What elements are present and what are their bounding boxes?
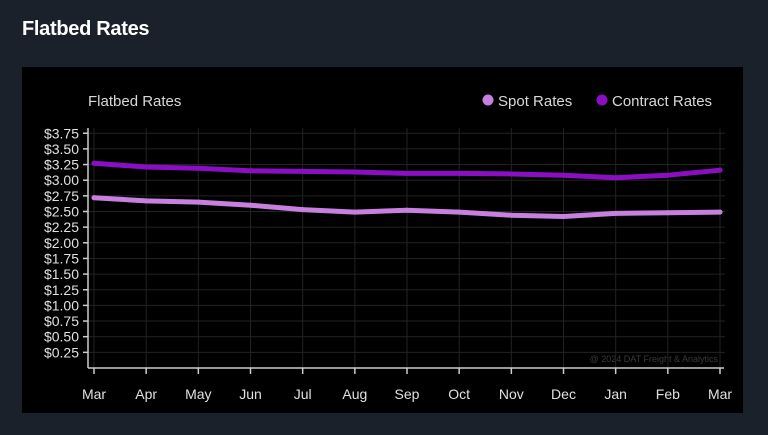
legend-marker-contract [596, 94, 608, 106]
x-tick-label: Jul [294, 386, 312, 402]
watermark: @ 2024 DAT Freight & Analytics [590, 354, 719, 364]
x-tick-label: Mar [708, 386, 732, 402]
spot-rates-point [456, 209, 462, 215]
page-title: Flatbed Rates [22, 18, 150, 40]
contract-rates-point [613, 175, 619, 181]
x-tick-label: Sep [395, 386, 420, 402]
contract-rates-point [717, 167, 723, 173]
y-tick-label: $3.50 [44, 141, 79, 157]
contract-rates-point [665, 172, 671, 178]
spot-rates-point [717, 209, 723, 215]
x-tick-label: Dec [551, 386, 576, 402]
contract-rates-point [561, 172, 566, 178]
spot-rates-point [300, 207, 306, 213]
legend-label-spot[interactable]: Spot Rates [498, 93, 572, 110]
y-tick-label: $2.50 [44, 204, 79, 220]
y-tick-label: $1.00 [44, 297, 79, 313]
y-tick-label: $1.75 [44, 250, 79, 266]
spot-rates-point [143, 198, 149, 204]
spot-rates-point [665, 210, 671, 216]
y-tick-label: $2.25 [44, 219, 79, 235]
contract-rates-point [404, 170, 410, 176]
y-tick-label: $3.75 [44, 125, 79, 141]
x-tick-label: Jan [604, 386, 627, 402]
contract-rates-point [508, 171, 514, 177]
spot-rates-point [404, 207, 410, 213]
x-tick-label: May [185, 386, 211, 402]
y-tick-label: $0.75 [44, 313, 79, 329]
spot-rates-point [352, 209, 358, 215]
y-tick-label: $3.25 [44, 157, 79, 173]
y-tick-label: $0.25 [44, 344, 79, 360]
x-tick-label: Mar [82, 386, 106, 402]
contract-rates-point [456, 170, 462, 176]
y-tick-label: $2.75 [44, 188, 79, 204]
y-tick-label: $0.50 [44, 329, 79, 345]
chart-title: Flatbed Rates [88, 93, 181, 110]
y-tick-label: $3.00 [44, 172, 79, 188]
spot-rates-point [561, 214, 566, 220]
x-tick-label: Jun [239, 386, 262, 402]
contract-rates-point [143, 164, 149, 170]
x-tick-label: Apr [135, 386, 157, 402]
spot-rates-point [248, 202, 253, 208]
contract-rates-point [91, 160, 97, 166]
y-tick-label: $1.50 [44, 266, 79, 282]
x-tick-label: Oct [448, 386, 470, 402]
contract-rates-point [195, 165, 201, 171]
spot-rates-point [508, 212, 514, 218]
y-tick-label: $1.25 [44, 282, 79, 298]
chart-panel [22, 67, 743, 413]
x-tick-label: Nov [499, 386, 524, 402]
spot-rates-point [613, 210, 619, 216]
contract-rates-point [248, 168, 253, 174]
y-tick-label: $2.00 [44, 235, 79, 251]
x-tick-label: Feb [656, 386, 680, 402]
legend-marker-spot [482, 94, 494, 106]
contract-rates-point [352, 169, 358, 175]
contract-rates-point [300, 168, 306, 174]
x-tick-label: Aug [342, 386, 367, 402]
spot-rates-point [195, 199, 201, 205]
spot-rates-point [91, 195, 97, 201]
legend-label-contract[interactable]: Contract Rates [612, 93, 712, 110]
